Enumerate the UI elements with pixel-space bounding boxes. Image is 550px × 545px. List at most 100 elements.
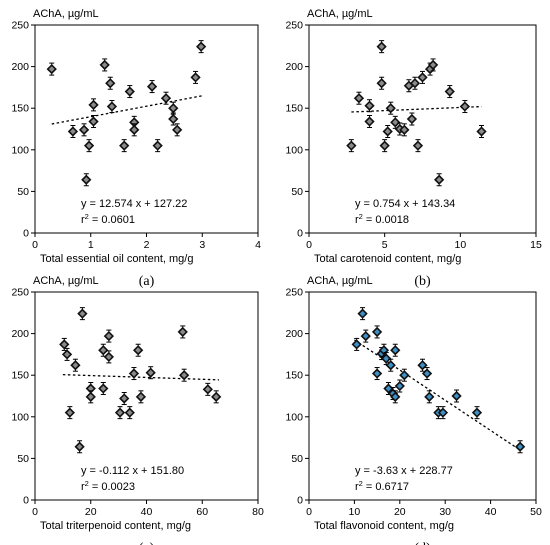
y-tick-label: 0 (23, 495, 29, 507)
y-tick-label: 200 (11, 61, 29, 73)
data-point (451, 389, 462, 403)
data-point (129, 123, 140, 137)
data-point (124, 85, 135, 99)
diamond-marker (371, 368, 383, 379)
y-tick-label: 50 (17, 453, 29, 465)
panel-label: (d) (414, 541, 431, 545)
diamond-marker (145, 367, 156, 378)
y-tick-label: 0 (297, 228, 303, 240)
data-point (382, 124, 393, 138)
data-point (133, 343, 144, 357)
data-point (88, 98, 99, 112)
diamond-marker (382, 126, 393, 137)
data-point (364, 99, 375, 113)
diamond-marker (119, 140, 130, 151)
diamond-marker (390, 117, 401, 128)
data-point (211, 390, 222, 404)
diamond-marker (381, 353, 392, 364)
y-axis-label: AChA, µg/mL (33, 275, 99, 287)
diamond-marker (106, 101, 118, 112)
data-point (77, 307, 88, 321)
diamond-marker (129, 124, 140, 135)
data-point (114, 406, 126, 420)
data-point (74, 440, 85, 454)
data-point (427, 58, 439, 72)
data-point (390, 343, 401, 357)
data-point (196, 40, 207, 54)
r-squared-symbol: r (81, 481, 85, 493)
r-squared: r2 = 0.0018 (355, 212, 409, 226)
diamond-marker (211, 391, 222, 402)
r-squared: r2 = 0.6717 (355, 479, 409, 493)
data-point (371, 367, 383, 381)
r-squared-superscript: 2 (85, 212, 89, 221)
data-point (119, 391, 130, 405)
diamond-marker (67, 126, 79, 137)
data-point (85, 390, 96, 404)
y-tick-label: 200 (285, 328, 303, 340)
diamond-marker (399, 370, 410, 381)
y-tick-label: 200 (285, 61, 303, 73)
data-point (437, 406, 449, 420)
y-tick-label: 250 (11, 20, 29, 32)
x-tick-label: 80 (252, 506, 264, 518)
x-axis-label: Total carotenoid content, mg/g (314, 253, 461, 265)
y-tick-label: 100 (285, 411, 303, 423)
data-point (61, 347, 73, 361)
chart-panel-b: 0 50 100 150 200 250 0 5 10 15 AChA, µg/mL Total ca… (285, 8, 542, 289)
data-point (70, 358, 81, 372)
data-point (371, 325, 383, 339)
trend-line (351, 105, 482, 113)
data-point (406, 112, 418, 126)
data-point (59, 337, 70, 351)
diamond-marker (178, 370, 190, 381)
data-point (399, 368, 410, 382)
x-tick-label: 30 (439, 506, 451, 518)
data-point (83, 139, 95, 153)
diamond-marker (412, 140, 424, 151)
diamond-marker (385, 103, 396, 114)
diamond-marker (444, 86, 455, 97)
diamond-marker (399, 124, 410, 135)
data-point (168, 101, 179, 115)
data-point (360, 329, 371, 343)
data-point (135, 390, 147, 404)
y-tick-label: 150 (11, 370, 29, 382)
x-tick-label: 5 (382, 239, 388, 251)
diamond-marker (103, 351, 115, 363)
diamond-marker (81, 174, 92, 185)
diamond-marker (78, 124, 90, 135)
y-tick-label: 0 (23, 228, 29, 240)
x-tick-label: 0 (306, 239, 312, 251)
x-axis-label: Total flavonoid content, mg/g (314, 520, 454, 532)
data-point (152, 139, 163, 153)
data-point (434, 173, 445, 187)
diamond-marker (196, 41, 207, 52)
x-tick-label: 0 (32, 239, 38, 251)
data-point (476, 124, 487, 138)
panel-label: (c) (139, 541, 155, 545)
x-tick-label: 2 (144, 239, 150, 251)
data-point (98, 382, 109, 396)
diamond-marker (202, 384, 213, 395)
diamond-marker (168, 103, 179, 114)
diamond-marker (437, 407, 449, 418)
r-squared: r2 = 0.0601 (81, 212, 135, 226)
y-tick-label: 250 (285, 287, 303, 299)
diamond-marker (135, 391, 147, 402)
diamond-marker (46, 63, 57, 75)
diamond-marker (371, 326, 383, 338)
data-point (178, 368, 190, 382)
x-tick-label: 1 (88, 239, 94, 251)
x-tick-label: 10 (349, 506, 361, 518)
data-point (81, 173, 92, 187)
y-axis-label: AChA, µg/mL (307, 275, 373, 287)
data-point (444, 85, 455, 99)
diamond-marker (119, 393, 130, 404)
data-point (78, 123, 90, 137)
diamond-marker (434, 174, 445, 185)
y-tick-label: 250 (11, 287, 29, 299)
data-point (103, 329, 115, 343)
data-point (385, 101, 396, 115)
